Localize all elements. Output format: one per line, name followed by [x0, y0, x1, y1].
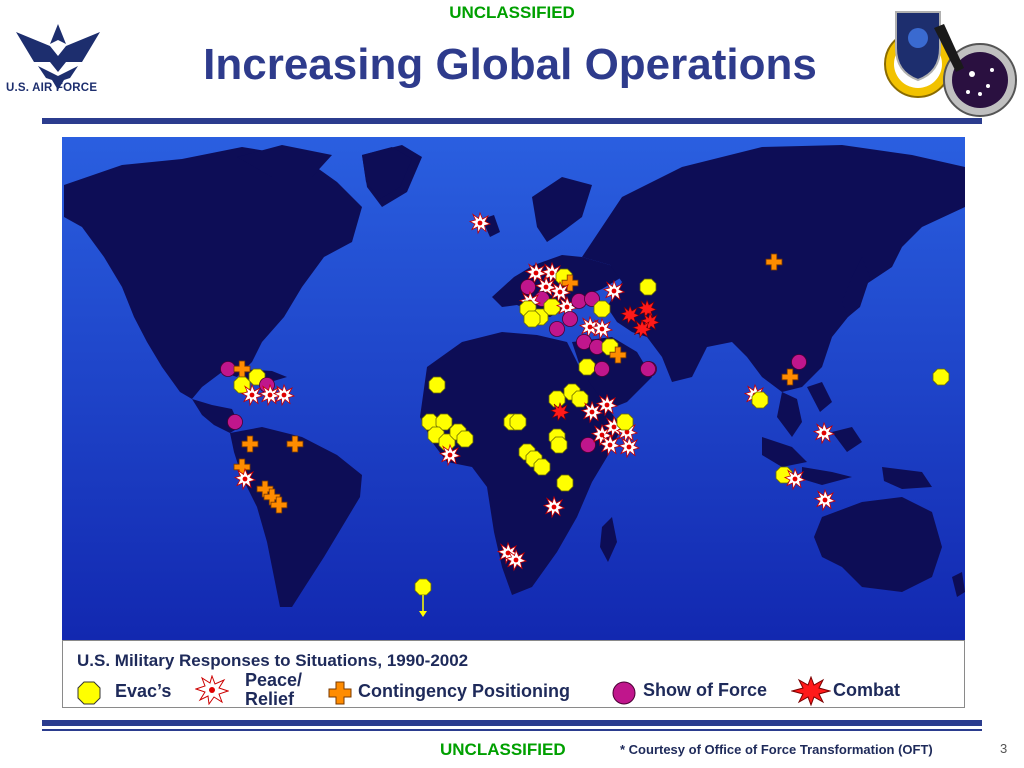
page-number: 3 [1000, 741, 1008, 756]
legend-label-show-of-force: Show of Force [643, 680, 768, 700]
map-legend: U.S. Military Responses to Situations, 1… [62, 640, 965, 709]
classification-banner-top: UNCLASSIFIED [449, 3, 575, 22]
yellow-octagon-icon [77, 681, 101, 705]
legend-label-evacs: Evac’s [115, 681, 172, 701]
markers [220, 212, 950, 617]
legend-label-peace: Peace/ Relief [245, 671, 302, 709]
legend-label-contingency: Contingency Positioning [358, 681, 570, 701]
legend-title: U.S. Military Responses to Situations, 1… [77, 651, 469, 670]
header-divider [42, 118, 982, 124]
footer-divider [42, 720, 982, 726]
courtesy-note: * Courtesy of Office of Force Transforma… [620, 742, 933, 757]
world-map [62, 137, 965, 640]
legend-label-combat: Combat [833, 680, 900, 700]
magenta-circle-icon [612, 681, 636, 705]
air-force-logo-text: U.S. AIR FORCE [6, 82, 98, 94]
red-explosion-icon [791, 676, 831, 706]
air-force-logo-icon [16, 24, 100, 90]
starburst-icon [195, 675, 229, 705]
legend-label-peace-line1: Peace/ [245, 670, 303, 690]
slide-title: Increasing Global Operations [203, 40, 817, 89]
command-seals-icon [884, 11, 1017, 117]
footer-divider-thin [42, 729, 982, 731]
classification-banner-bottom: UNCLASSIFIED [440, 740, 566, 759]
legend-label-peace-line2: Relief [245, 689, 295, 709]
orange-cross-icon [328, 681, 352, 705]
